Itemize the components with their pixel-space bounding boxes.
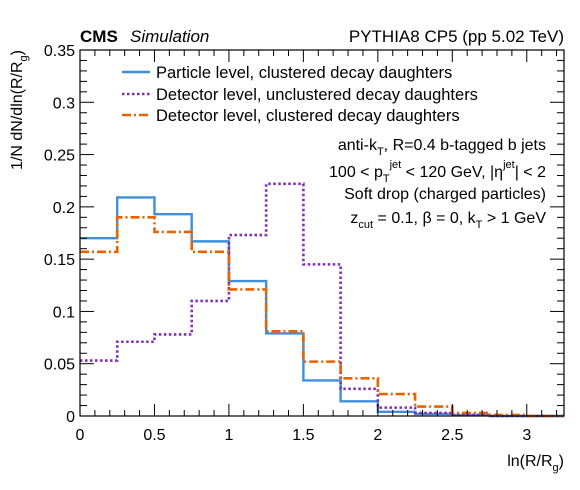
series-3 [80, 216, 564, 418]
y-tick-label: 0.05 [44, 357, 75, 374]
legend: Particle level, clustered decay daughter… [122, 64, 478, 125]
header-simulation: Simulation [130, 27, 209, 46]
annotation-params: zcut = 0.1, β = 0, kT > 1 GeV [350, 210, 546, 231]
x-axis-label: ln(R/Rg) [507, 453, 564, 474]
y-tick-label: 0.2 [53, 200, 75, 217]
series-1-line [80, 196, 564, 418]
y-tick-label: 0.25 [44, 148, 75, 165]
x-tick-label: 3 [522, 427, 531, 444]
x-tick-label: 0.5 [143, 427, 165, 444]
x-tick-label: 2.5 [441, 427, 463, 444]
legend-label-2: Detector level, unclustered decay daught… [156, 86, 478, 104]
y-tick-label: 0.1 [53, 304, 75, 321]
y-tick-label: 0 [66, 409, 75, 426]
y-axis-label: 1/N dN/dln(R/Rg) [9, 50, 30, 170]
y-tick-label: 0.15 [44, 252, 75, 269]
y-tick-label: 0.35 [44, 43, 75, 60]
legend-label-3: Detector level, clustered decay daughter… [156, 107, 460, 125]
header-energy: PYTHIA8 CP5 (pp 5.02 TeV) [349, 27, 564, 46]
series-1 [80, 196, 564, 418]
annotation-softdrop: Soft drop (charged particles) [344, 186, 546, 203]
x-tick-label: 2 [373, 427, 382, 444]
x-tick-label: 0 [76, 427, 85, 444]
annotation-jets: anti-kT, R=0.4 b-tagged b jets [338, 137, 546, 158]
y-tick-label: 0.3 [53, 95, 75, 112]
legend-label-1: Particle level, clustered decay daughter… [156, 64, 452, 82]
x-tick-label: 1 [224, 427, 233, 444]
header-cms: CMS [80, 27, 118, 46]
x-axis: 0 0.5 1 1.5 2 2.5 3 [76, 50, 558, 444]
y-axis: 0 0.05 0.1 0.15 0.2 0.25 0.3 0.35 [44, 43, 564, 426]
series-3-line [80, 216, 564, 418]
plot-frame [79, 49, 565, 417]
annotation-pt: 100 < pTjet < 120 GeV, |ηjet| < 2 [329, 159, 546, 185]
x-tick-label: 1.5 [292, 427, 314, 444]
